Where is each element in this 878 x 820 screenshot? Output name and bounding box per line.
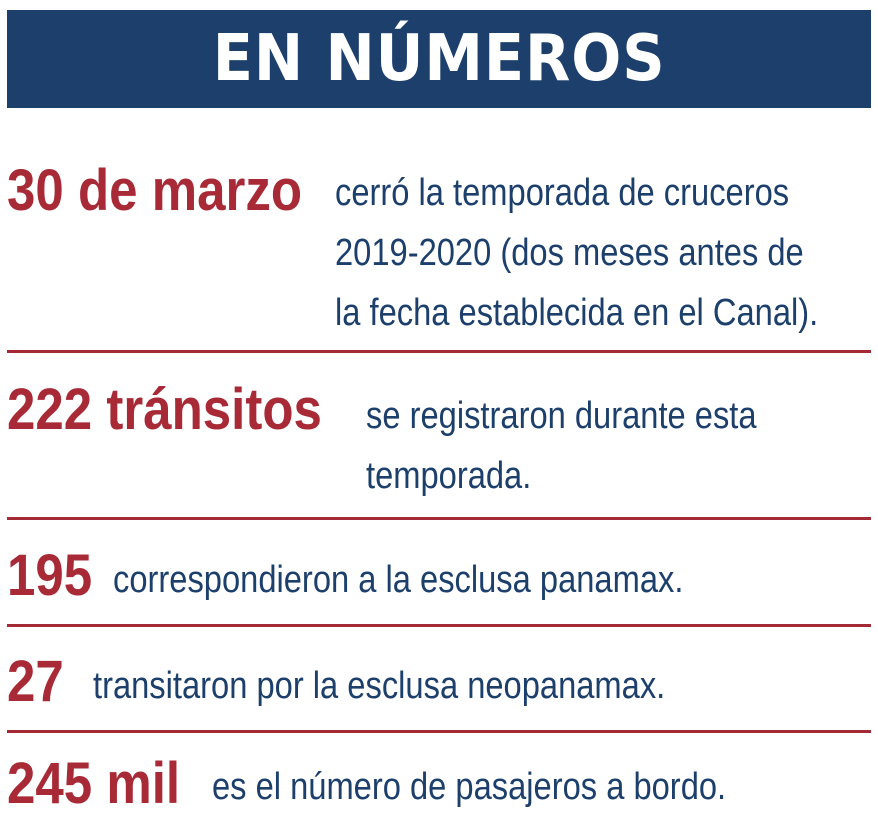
- fact-description-1: cerró la temporada de cruceros 2019-2020…: [335, 163, 818, 343]
- fact-figure-5: 245 mil: [7, 751, 181, 816]
- fact-description-5-line-1: es el número de pasajeros a bordo.: [212, 766, 727, 808]
- divider-2: [7, 517, 871, 520]
- fact-figure-1: 30 de marzo: [7, 158, 303, 223]
- fact-description-4: transitaron por la esclusa neopanamax.: [93, 656, 665, 716]
- fact-description-5: es el número de pasajeros a bordo.: [212, 757, 726, 817]
- divider-4: [7, 730, 871, 733]
- divider-1: [7, 350, 871, 353]
- fact-description-2: se registraron durante esta temporada.: [366, 386, 757, 506]
- fact-figure-3: 195: [7, 543, 93, 608]
- fact-description-3-line-1: correspondieron a la esclusa panamax.: [113, 559, 684, 601]
- fact-description-4-line-1: transitaron por la esclusa neopanamax.: [93, 665, 666, 707]
- fact-description-1-line-3: la fecha establecida en el Canal).: [335, 292, 819, 334]
- fact-description-1-line-2: 2019-2020 (dos meses antes de: [335, 232, 804, 274]
- fact-description-3: correspondieron a la esclusa panamax.: [113, 550, 683, 610]
- fact-description-2-line-1: se registraron durante esta: [366, 395, 757, 437]
- page-title: EN NÚMEROS: [212, 22, 666, 96]
- divider-3: [7, 624, 871, 627]
- fact-description-1-line-1: cerró la temporada de cruceros: [335, 172, 790, 214]
- fact-figure-2: 222 tránsitos: [7, 377, 322, 442]
- fact-figure-4: 27: [7, 649, 64, 714]
- fact-description-2-line-2: temporada.: [366, 455, 532, 497]
- header-banner: EN NÚMEROS: [7, 10, 871, 108]
